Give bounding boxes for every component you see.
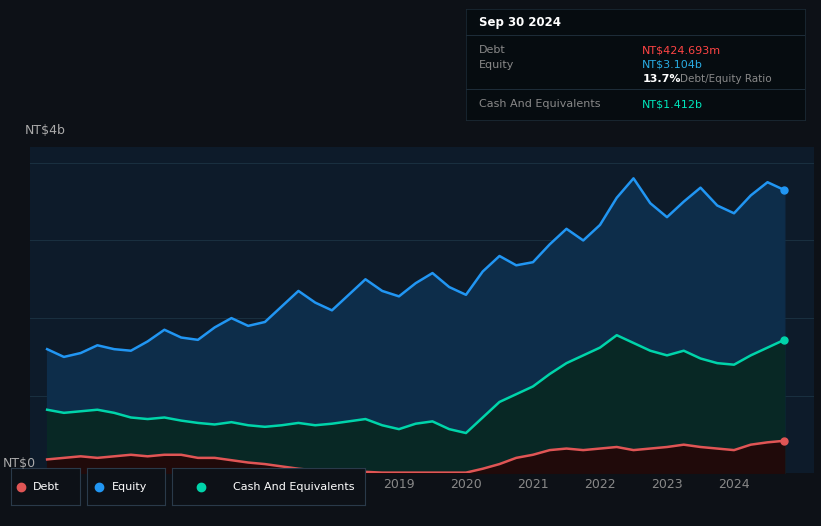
Text: Debt/Equity Ratio: Debt/Equity Ratio [680, 74, 771, 84]
Text: Equity: Equity [112, 481, 147, 492]
Text: NT$4b: NT$4b [25, 124, 66, 137]
Text: Sep 30 2024: Sep 30 2024 [479, 16, 561, 29]
Text: 13.7%: 13.7% [642, 74, 681, 84]
Text: Debt: Debt [33, 481, 60, 492]
Text: NT$1.412b: NT$1.412b [642, 99, 704, 109]
Text: NT$0: NT$0 [2, 458, 35, 470]
Text: NT$424.693m: NT$424.693m [642, 45, 722, 55]
Text: Cash And Equivalents: Cash And Equivalents [233, 481, 355, 492]
Text: Debt: Debt [479, 45, 506, 55]
Text: Cash And Equivalents: Cash And Equivalents [479, 99, 601, 109]
Text: Equity: Equity [479, 59, 515, 70]
Text: NT$3.104b: NT$3.104b [642, 59, 703, 70]
